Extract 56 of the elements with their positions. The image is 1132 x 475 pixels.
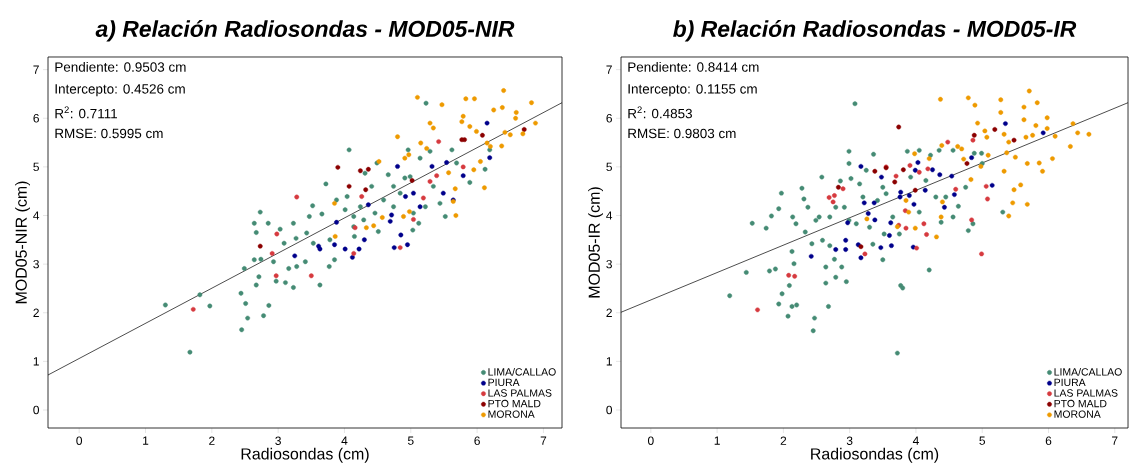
y-tick-label: 0	[33, 405, 40, 415]
y-tick-label: 4	[606, 211, 613, 220]
annotation: RMSE: 0.9803 cm	[628, 128, 736, 139]
x-tick-label: 6	[1045, 436, 1052, 445]
x-tick-label: 1	[714, 436, 720, 445]
legend-label: PTO MALD	[1054, 399, 1107, 408]
annotation: Pendiente: 0.9503 cm	[55, 61, 186, 72]
x-tick-label: 1	[143, 436, 149, 445]
x-tick-label: 4	[912, 436, 919, 445]
y-tick-label: 4	[33, 211, 40, 220]
y-tick-label: 2	[33, 308, 39, 317]
y-tick-label: 6	[606, 114, 612, 123]
y-tick-label: 5	[606, 162, 612, 172]
legend-label: LIMA/CALLAO	[1054, 367, 1122, 376]
legend-label: LAS PALMAS	[488, 389, 552, 397]
x-tick-label: 5	[407, 436, 414, 445]
x-tick-label: 2	[209, 436, 215, 445]
annotation: R$^{2}$: 0.7111	[55, 106, 117, 119]
chart-title: a) Relación Radiosondas - MOD05-NIR	[95, 19, 515, 42]
annotation: RMSE: 0.5995 cm	[55, 128, 163, 139]
y-tick-label: 0	[606, 405, 613, 415]
y-tick-label: 1	[606, 357, 612, 366]
legend-label: MORONA	[488, 410, 535, 418]
y-tick-label: 6	[33, 114, 39, 123]
x-axis-title: Radiosondas (cm)	[811, 447, 939, 463]
annotation: Pendiente: 0.8414 cm	[628, 61, 759, 72]
x-tick-label: 3	[846, 436, 853, 445]
x-tick-label: 4	[341, 436, 348, 445]
x-tick-label: 0	[647, 436, 654, 445]
x-tick-label: 7	[540, 436, 547, 445]
y-tick-label: 2	[606, 308, 612, 317]
y-tick-label: 5	[33, 162, 39, 172]
annotation: R$^{2}$: 0.4853	[628, 106, 692, 119]
legend-label: PTO MALD	[488, 399, 541, 408]
y-tick-label: 7	[606, 65, 612, 74]
y-axis-title: MOD05-NIR (cm)	[15, 181, 30, 304]
legend-label: LAS PALMAS	[1054, 389, 1118, 397]
y-tick-label: 3	[33, 259, 39, 269]
legend-label: LIMA/CALLAO	[488, 367, 556, 376]
x-tick-label: 6	[474, 436, 480, 445]
x-tick-label: 7	[1112, 436, 1118, 445]
x-axis-title: Radiosondas (cm)	[241, 447, 369, 463]
chart-title: b) Relación Radiosondas - MOD05-IR	[673, 19, 1077, 42]
legend-label: MORONA	[1054, 410, 1101, 418]
x-tick-label: 2	[780, 436, 787, 445]
annotation: Intercepto: 0.1155 cm	[628, 84, 757, 97]
annotation: Intercepto: 0.4526 cm	[55, 84, 185, 97]
legend-label: PIURA	[1054, 378, 1086, 387]
y-tick-label: 1	[33, 357, 39, 366]
legend-label: PIURA	[488, 378, 520, 387]
x-tick-label: 3	[275, 436, 281, 445]
y-axis-title: MOD05-IR (cm)	[588, 187, 603, 298]
y-tick-label: 3	[606, 259, 612, 269]
x-tick-label: 0	[76, 436, 83, 445]
y-tick-label: 7	[33, 65, 39, 74]
x-tick-label: 5	[979, 436, 986, 445]
